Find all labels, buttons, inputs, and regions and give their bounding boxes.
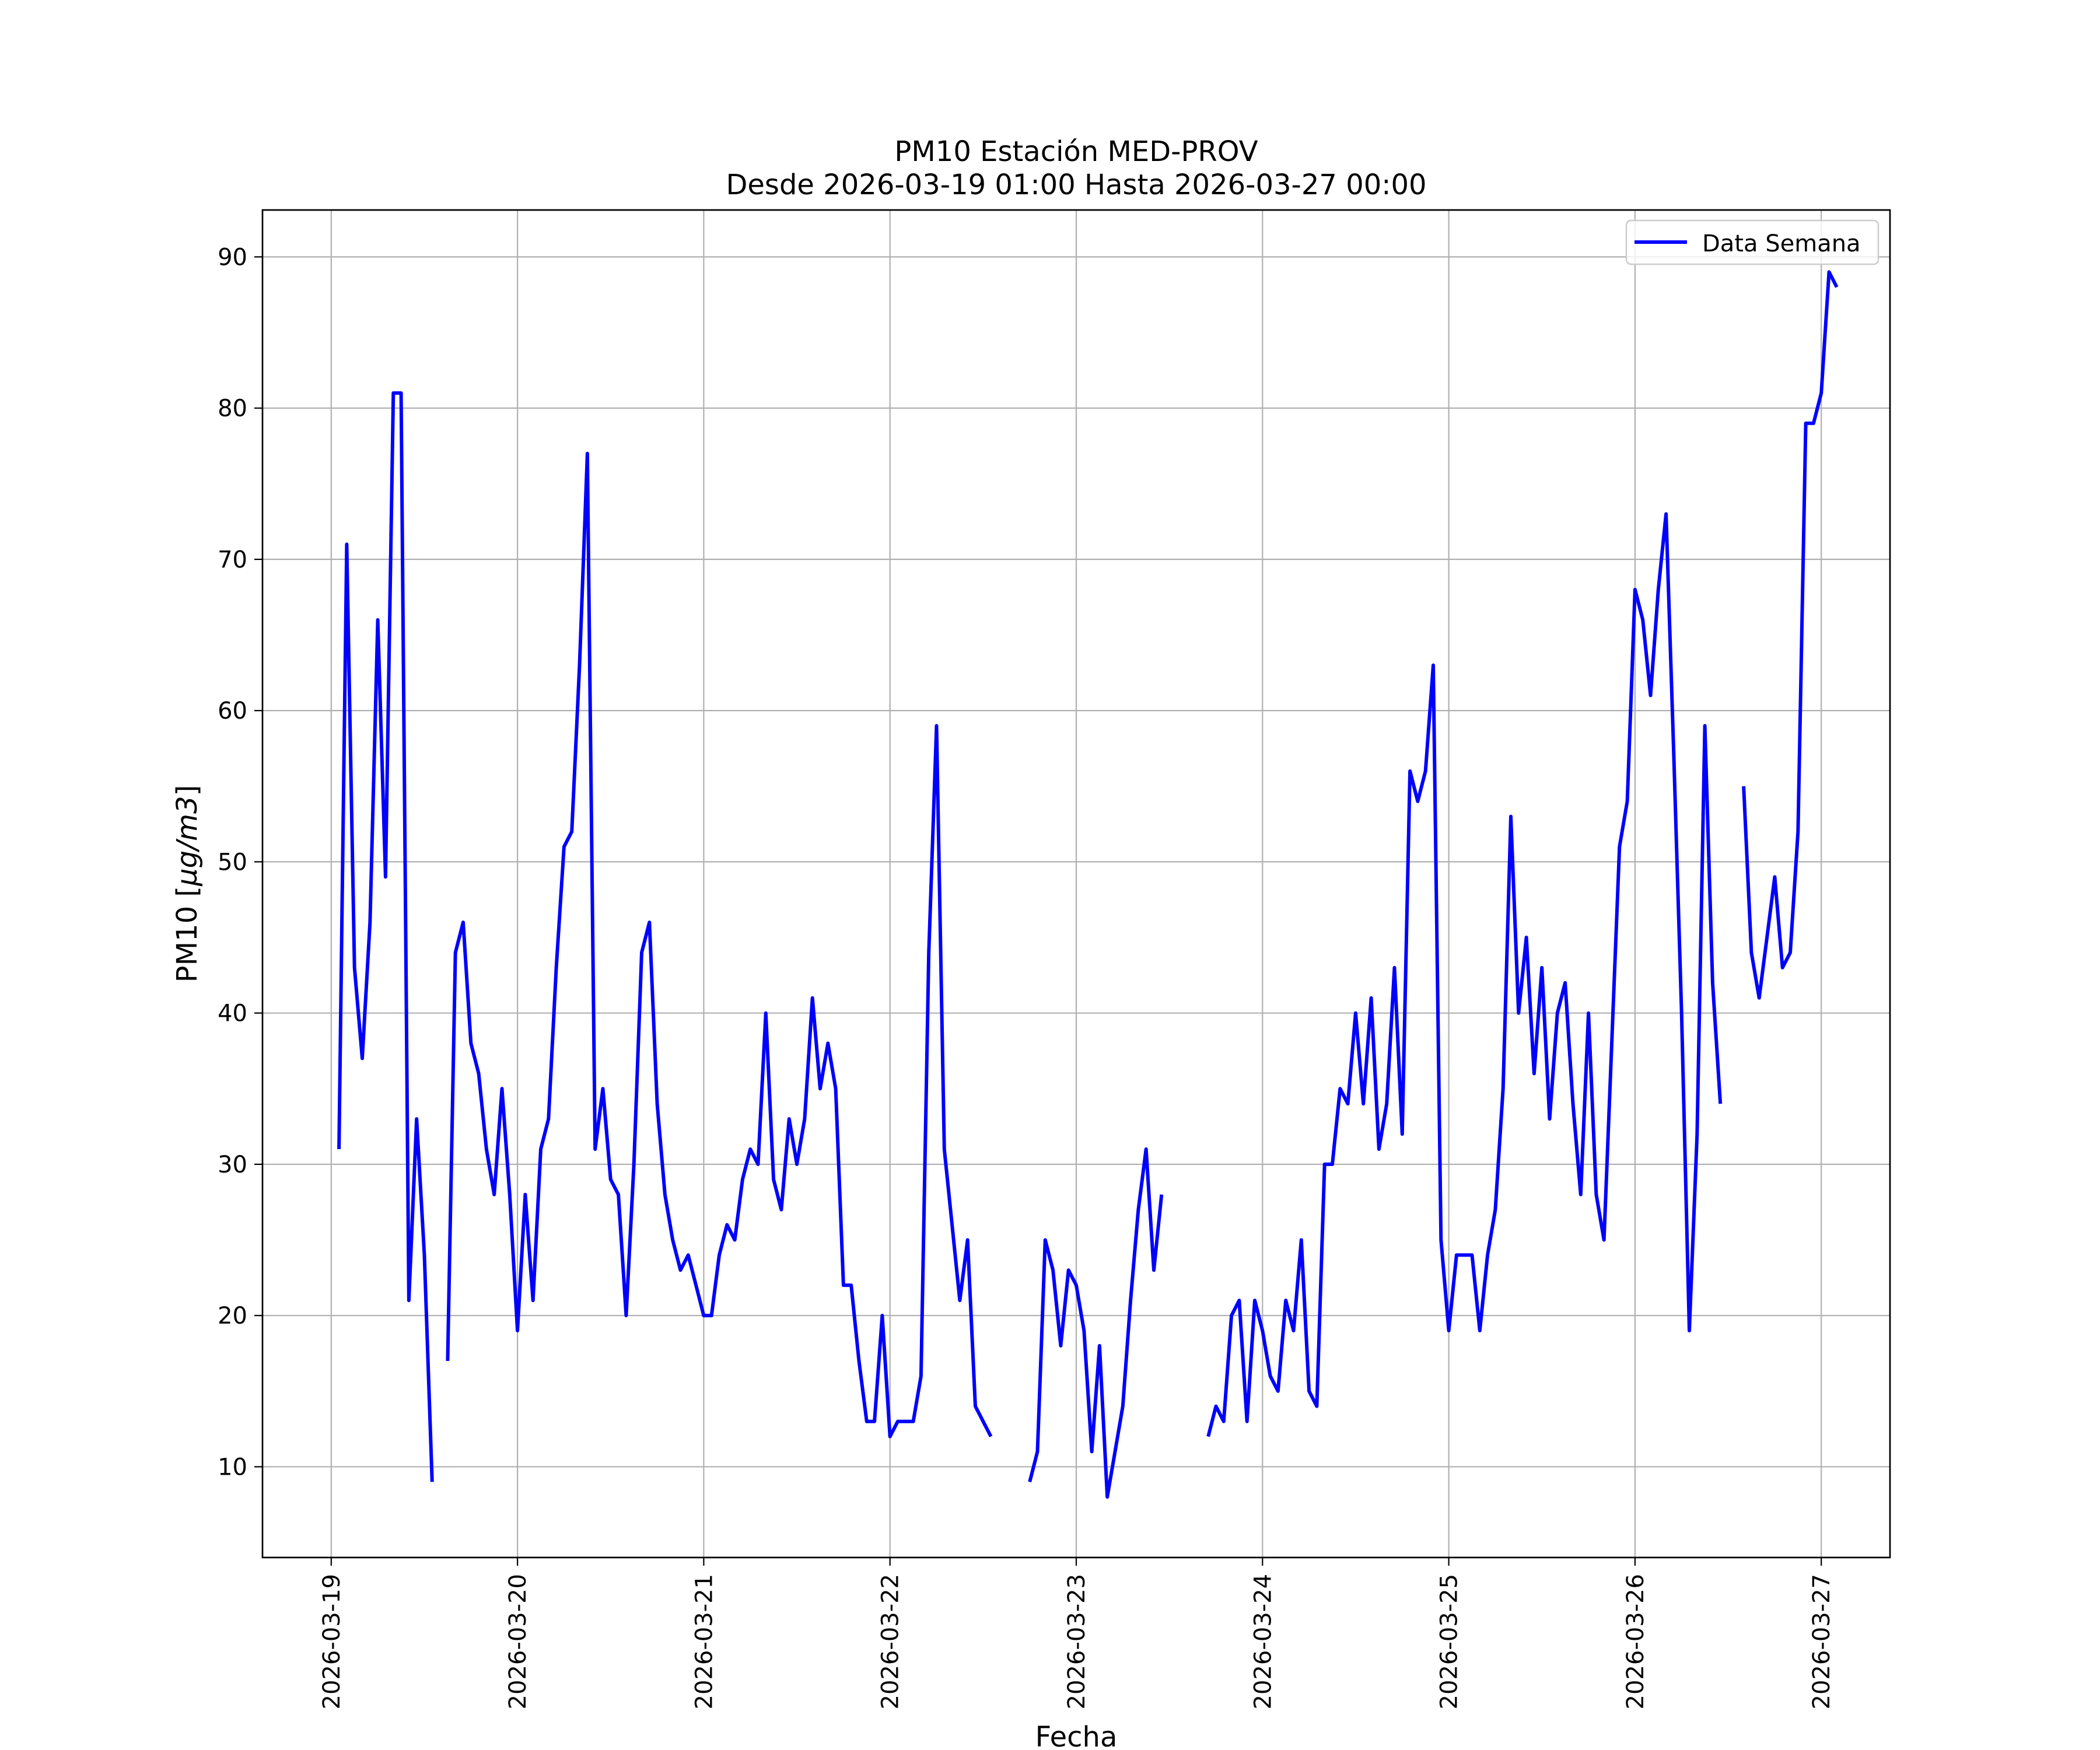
y-axis-label-unit: μg/m3 [171, 796, 204, 886]
x-tick-label: 2026-03-19 [318, 1574, 345, 1709]
legend: Data Semana [1625, 219, 1880, 265]
y-tick-label: 80 [218, 396, 247, 422]
y-tick-label: 60 [218, 698, 247, 724]
x-tick-label: 2026-03-23 [1063, 1574, 1090, 1709]
x-tick-label: 2026-03-20 [505, 1574, 531, 1709]
x-tick-label: 2026-03-25 [1436, 1574, 1463, 1709]
vertical-gridlines [330, 210, 1822, 1558]
series-line-segment [1742, 270, 1839, 1000]
x-axis-ticks: 2026-03-19 2026-03-20 2026-03-21 2026-03-22… [318, 1558, 1835, 1709]
horizontal-gridlines [262, 256, 1890, 1468]
series-line-segment [1028, 1147, 1164, 1499]
series-line-segment [1206, 512, 1723, 1437]
x-tick-label: 2026-03-22 [877, 1574, 904, 1709]
x-tick-label: 2026-03-21 [691, 1574, 718, 1709]
y-tick-label: 50 [218, 849, 247, 876]
legend-label: Data Semana [1702, 230, 1861, 257]
x-tick-label: 2026-03-26 [1622, 1574, 1649, 1709]
y-tick-label: 90 [218, 244, 247, 271]
y-tick-label: 70 [218, 547, 247, 573]
chart-title: PM10 Estación MED-PROV [894, 135, 1258, 168]
y-axis-label: PM10 [μg/m3] [171, 785, 204, 983]
series-data-semana [337, 270, 1839, 1499]
y-axis-label-close: ] [171, 785, 204, 796]
series-line-segment [446, 452, 993, 1438]
x-axis-label: Fecha [1035, 1721, 1118, 1750]
y-tick-label: 30 [218, 1152, 247, 1178]
x-tick-label: 2026-03-24 [1250, 1574, 1276, 1709]
legend-box [1625, 219, 1880, 265]
y-tick-label: 10 [218, 1454, 247, 1480]
y-tick-label: 40 [218, 1000, 247, 1027]
y-axis-ticks: 10 20 30 40 50 60 70 80 90 [218, 244, 262, 1480]
series-line-segment [337, 391, 434, 1482]
x-tick-label: 2026-03-27 [1808, 1574, 1835, 1709]
chart-subtitle: Desde 2026-03-19 01:00 Hasta 2026-03-27 … [726, 169, 1426, 201]
y-axis-label-text: PM10 [ [171, 886, 204, 982]
y-tick-label: 20 [218, 1303, 247, 1329]
